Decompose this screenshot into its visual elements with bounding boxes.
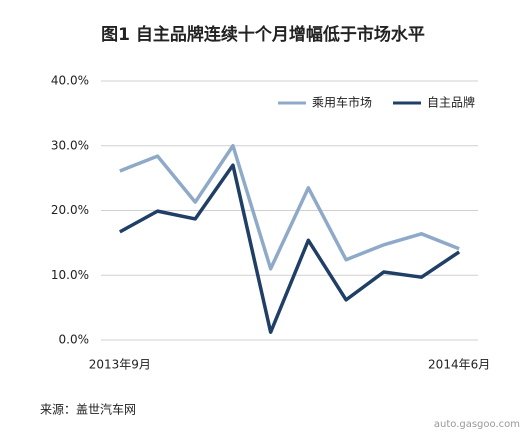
source: 来源：盖世汽车网 <box>40 402 136 417</box>
y-tick-label: 20.0% <box>51 203 89 217</box>
chart-title: 图1 自主品牌连续十个月增幅低于市场水平 <box>101 24 425 45</box>
y-tick-label: 40.0% <box>51 74 89 88</box>
y-tick-label: 30.0% <box>51 138 89 152</box>
series-line <box>119 163 461 334</box>
x-tick-label: 2013年9月 <box>89 358 151 372</box>
legend-label: 乘用车市场 <box>312 95 372 110</box>
watermark: auto.gasgoo.com <box>434 419 520 430</box>
legend-label: 自主品牌 <box>427 96 475 110</box>
y-tick-label: 0.0% <box>59 333 90 347</box>
x-tick-label: 2014年6月 <box>428 358 490 372</box>
y-tick-label: 10.0% <box>51 268 89 282</box>
series-line <box>119 144 460 271</box>
